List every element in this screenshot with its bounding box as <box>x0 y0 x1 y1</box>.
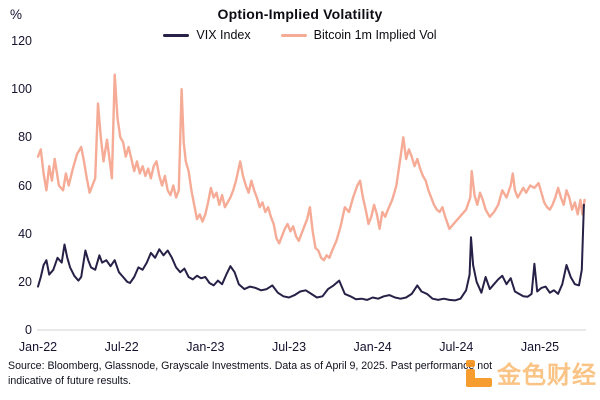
jinse-logo-icon <box>466 359 493 387</box>
legend-label-bitcoin: Bitcoin 1m Implied Vol <box>313 28 437 42</box>
y-tick-120: 120 <box>11 34 32 48</box>
chart-title: Option-Implied Volatility <box>217 6 383 22</box>
x-tick-jul-23: Jul-23 <box>271 340 307 354</box>
x-tick-jan-25: Jan-25 <box>520 340 560 354</box>
vix-index-line <box>37 203 585 302</box>
y-tick-0: 0 <box>25 323 32 337</box>
vix-line-swatch-icon <box>163 33 190 37</box>
x-tick-jan-23: Jan-23 <box>186 340 225 354</box>
x-tick-jul-24: Jul-24 <box>439 340 474 354</box>
x-tick-jan-24: Jan-24 <box>353 340 392 354</box>
y-tick-80: 80 <box>18 130 32 145</box>
chart-legend: VIX Index Bitcoin 1m Implied Vol <box>0 28 600 42</box>
bitcoin-line-swatch-icon <box>280 33 307 37</box>
source-footnote: Source: Bloomberg, Glassnode, Grayscale … <box>8 360 493 387</box>
y-axis-unit-label: % <box>10 7 23 22</box>
x-tick-jan-22: Jan-22 <box>18 340 58 354</box>
watermark-text: 金色财经 <box>497 361 597 389</box>
y-tick-20: 20 <box>18 274 32 289</box>
legend-item-vix: VIX Index <box>163 28 251 42</box>
y-tick-40: 40 <box>18 226 32 241</box>
x-tick-jul-22: Jul-22 <box>104 340 139 354</box>
y-tick-60: 60 <box>18 178 32 193</box>
y-tick-100: 100 <box>11 82 32 97</box>
bitcoin-1m-implied-vol-line <box>36 73 586 262</box>
jinse-finance-watermark: 金色财经 <box>466 355 597 390</box>
legend-item-bitcoin: Bitcoin 1m Implied Vol <box>280 28 437 42</box>
legend-label-vix: VIX Index <box>196 28 251 42</box>
